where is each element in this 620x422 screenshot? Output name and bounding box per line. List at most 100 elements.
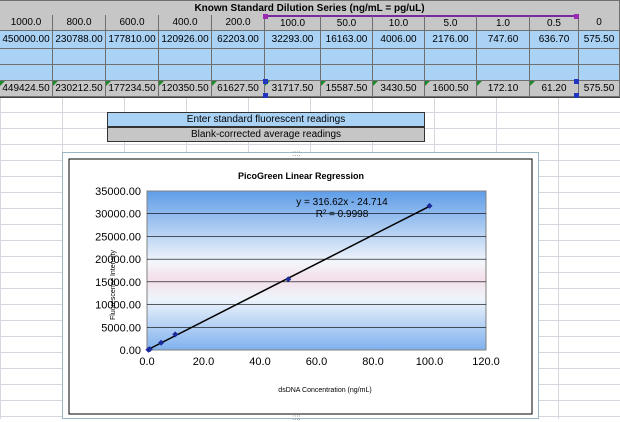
x-axis-title: dsDNA Concentration (ng/mL) <box>278 387 371 394</box>
corrected-cell-5[interactable]: 31717.50 <box>265 81 321 97</box>
corrected-cell-1[interactable]: 230212.50 <box>53 81 106 97</box>
range-marker-2[interactable] <box>263 79 268 84</box>
reading-cell-4[interactable]: 62203.00 <box>212 31 265 49</box>
concentration-cell-5[interactable]: 100.0 <box>265 15 321 31</box>
concentration-cell-9[interactable]: 1.0 <box>477 15 530 31</box>
concentration-header-row: 1000.0 800.0 600.0 400.0 200.0 100.0 50.0 10.0 5… <box>0 15 620 31</box>
blank-cell-a-5[interactable] <box>265 49 321 65</box>
blank-row-1 <box>0 49 620 65</box>
concentration-cell-4[interactable]: 200.0 <box>212 15 265 31</box>
corrected-cell-10[interactable]: 61.20 <box>530 81 579 97</box>
data-point <box>285 276 292 283</box>
gridlines <box>147 213 486 328</box>
blank-cell-b-7[interactable] <box>373 65 425 81</box>
range-marker-4[interactable] <box>263 93 268 98</box>
blank-row-2 <box>0 65 620 81</box>
top-resize-handle[interactable]: :::: <box>292 149 301 158</box>
reading-cell-1[interactable]: 230788.00 <box>53 31 106 49</box>
blank-cell-a-3[interactable] <box>159 49 212 65</box>
corrected-cell-2[interactable]: 177234.50 <box>106 81 159 97</box>
concentration-cell-0[interactable]: 1000.0 <box>0 15 53 31</box>
concentration-cell-2[interactable]: 600.0 <box>106 15 159 31</box>
blank-cell-b-9[interactable] <box>477 65 530 81</box>
range-marker-0[interactable] <box>263 14 268 19</box>
reading-cell-11[interactable]: 575.50 <box>579 31 620 49</box>
blank-cell-a-9[interactable] <box>477 49 530 65</box>
x-tick-label: 80.0 <box>362 356 383 368</box>
corrected-cell-11[interactable]: 575.50 <box>579 81 620 97</box>
corrected-cell-3[interactable]: 120350.50 <box>159 81 212 97</box>
reading-cell-10[interactable]: 636.70 <box>530 31 579 49</box>
blank-cell-b-1[interactable] <box>53 65 106 81</box>
corrected-cell-6[interactable]: 15587.50 <box>321 81 373 97</box>
x-tick-label: 120.0 <box>472 356 500 368</box>
blank-cell-a-10[interactable] <box>530 49 579 65</box>
blank-cell-b-3[interactable] <box>159 65 212 81</box>
concentration-cell-10[interactable]: 0.5 <box>530 15 579 31</box>
reading-cell-3[interactable]: 120926.00 <box>159 31 212 49</box>
blank-cell-b-6[interactable] <box>321 65 373 81</box>
y-axis-title: Fluorescence Intensity <box>110 249 117 320</box>
blank-cell-b-5[interactable] <box>265 65 321 81</box>
blank-cell-a-8[interactable] <box>425 49 477 65</box>
reading-cell-6[interactable]: 16163.00 <box>321 31 373 49</box>
blank-cell-b-11[interactable] <box>579 65 620 81</box>
concentration-cell-11[interactable]: 0 <box>579 15 620 31</box>
x-tick-label: 40.0 <box>249 356 270 368</box>
blank-cell-a-6[interactable] <box>321 49 373 65</box>
y-tick-label: 20000.00 <box>95 254 141 266</box>
blank-cell-b-4[interactable] <box>212 65 265 81</box>
chart-title: PicoGreen Linear Regression <box>238 171 364 181</box>
corrected-cell-7[interactable]: 3430.50 <box>373 81 425 97</box>
trend-equation: y = 316.62x - 24.714 <box>296 197 388 208</box>
blank-cell-a-2[interactable] <box>106 49 159 65</box>
data-point <box>172 331 179 338</box>
r-squared-label: R² = 0.9998 <box>316 209 369 220</box>
concentration-cell-6[interactable]: 50.0 <box>321 15 373 31</box>
blank-cell-a-4[interactable] <box>212 49 265 65</box>
y-tick-label: 10000.00 <box>95 300 141 312</box>
legend-standard-readings[interactable]: Enter standard fluorescent readings <box>107 112 425 127</box>
range-marker-1[interactable] <box>574 14 579 19</box>
concentration-cell-3[interactable]: 400.0 <box>159 15 212 31</box>
concentration-cell-8[interactable]: 5.0 <box>425 15 477 31</box>
blank-cell-a-1[interactable] <box>53 49 106 65</box>
corrected-cell-8[interactable]: 1600.50 <box>425 81 477 97</box>
reading-cell-5[interactable]: 32293.00 <box>265 31 321 49</box>
reading-cell-7[interactable]: 4006.00 <box>373 31 425 49</box>
reading-cell-0[interactable]: 450000.00 <box>0 31 53 49</box>
y-tick-label: 5000.00 <box>101 322 141 334</box>
corrected-cell-9[interactable]: 172.10 <box>477 81 530 97</box>
y-axis-ticks: 0.00 5000.00 10000.00 15000.00 20000.00 25000… <box>95 186 141 357</box>
chart-object[interactable]: :::: PicoGreen Linear Regression 0.00 500… <box>62 149 539 422</box>
bottom-resize-handle[interactable]: :::: <box>292 413 301 422</box>
y-tick-label: 0.00 <box>120 345 141 357</box>
corrected-cell-4[interactable]: 61627.50 <box>212 81 265 97</box>
corrected-cell-0[interactable]: 449424.50 <box>0 81 53 97</box>
y-tick-label: 25000.00 <box>95 231 141 243</box>
reading-cell-8[interactable]: 2176.00 <box>425 31 477 49</box>
table-title[interactable]: Known Standard Dilution Series (ng/mL = … <box>0 1 620 16</box>
blank-cell-a-11[interactable] <box>579 49 620 65</box>
regression-chart: PicoGreen Linear Regression 0.00 5000.00 1… <box>68 158 533 415</box>
blank-cell-a-7[interactable] <box>373 49 425 65</box>
range-marker-3[interactable] <box>574 79 579 84</box>
y-tick-label: 15000.00 <box>95 277 141 289</box>
x-tick-label: 60.0 <box>306 356 327 368</box>
legend-blank-corrected[interactable]: Blank-corrected average readings <box>107 127 425 142</box>
x-tick-label: 20.0 <box>193 356 214 368</box>
data-point <box>158 339 165 346</box>
reading-cell-9[interactable]: 747.60 <box>477 31 530 49</box>
blank-cell-b-10[interactable] <box>530 65 579 81</box>
data-point <box>426 202 433 209</box>
blank-cell-b-2[interactable] <box>106 65 159 81</box>
x-tick-label: 100.0 <box>416 356 444 368</box>
concentration-cell-1[interactable]: 800.0 <box>53 15 106 31</box>
y-tick-label: 30000.00 <box>95 209 141 221</box>
concentration-cell-7[interactable]: 10.0 <box>373 15 425 31</box>
reading-cell-2[interactable]: 177810.00 <box>106 31 159 49</box>
blank-cell-a-0[interactable] <box>0 49 53 65</box>
blank-cell-b-0[interactable] <box>0 65 53 81</box>
range-marker-5[interactable] <box>574 93 579 98</box>
blank-cell-b-8[interactable] <box>425 65 477 81</box>
